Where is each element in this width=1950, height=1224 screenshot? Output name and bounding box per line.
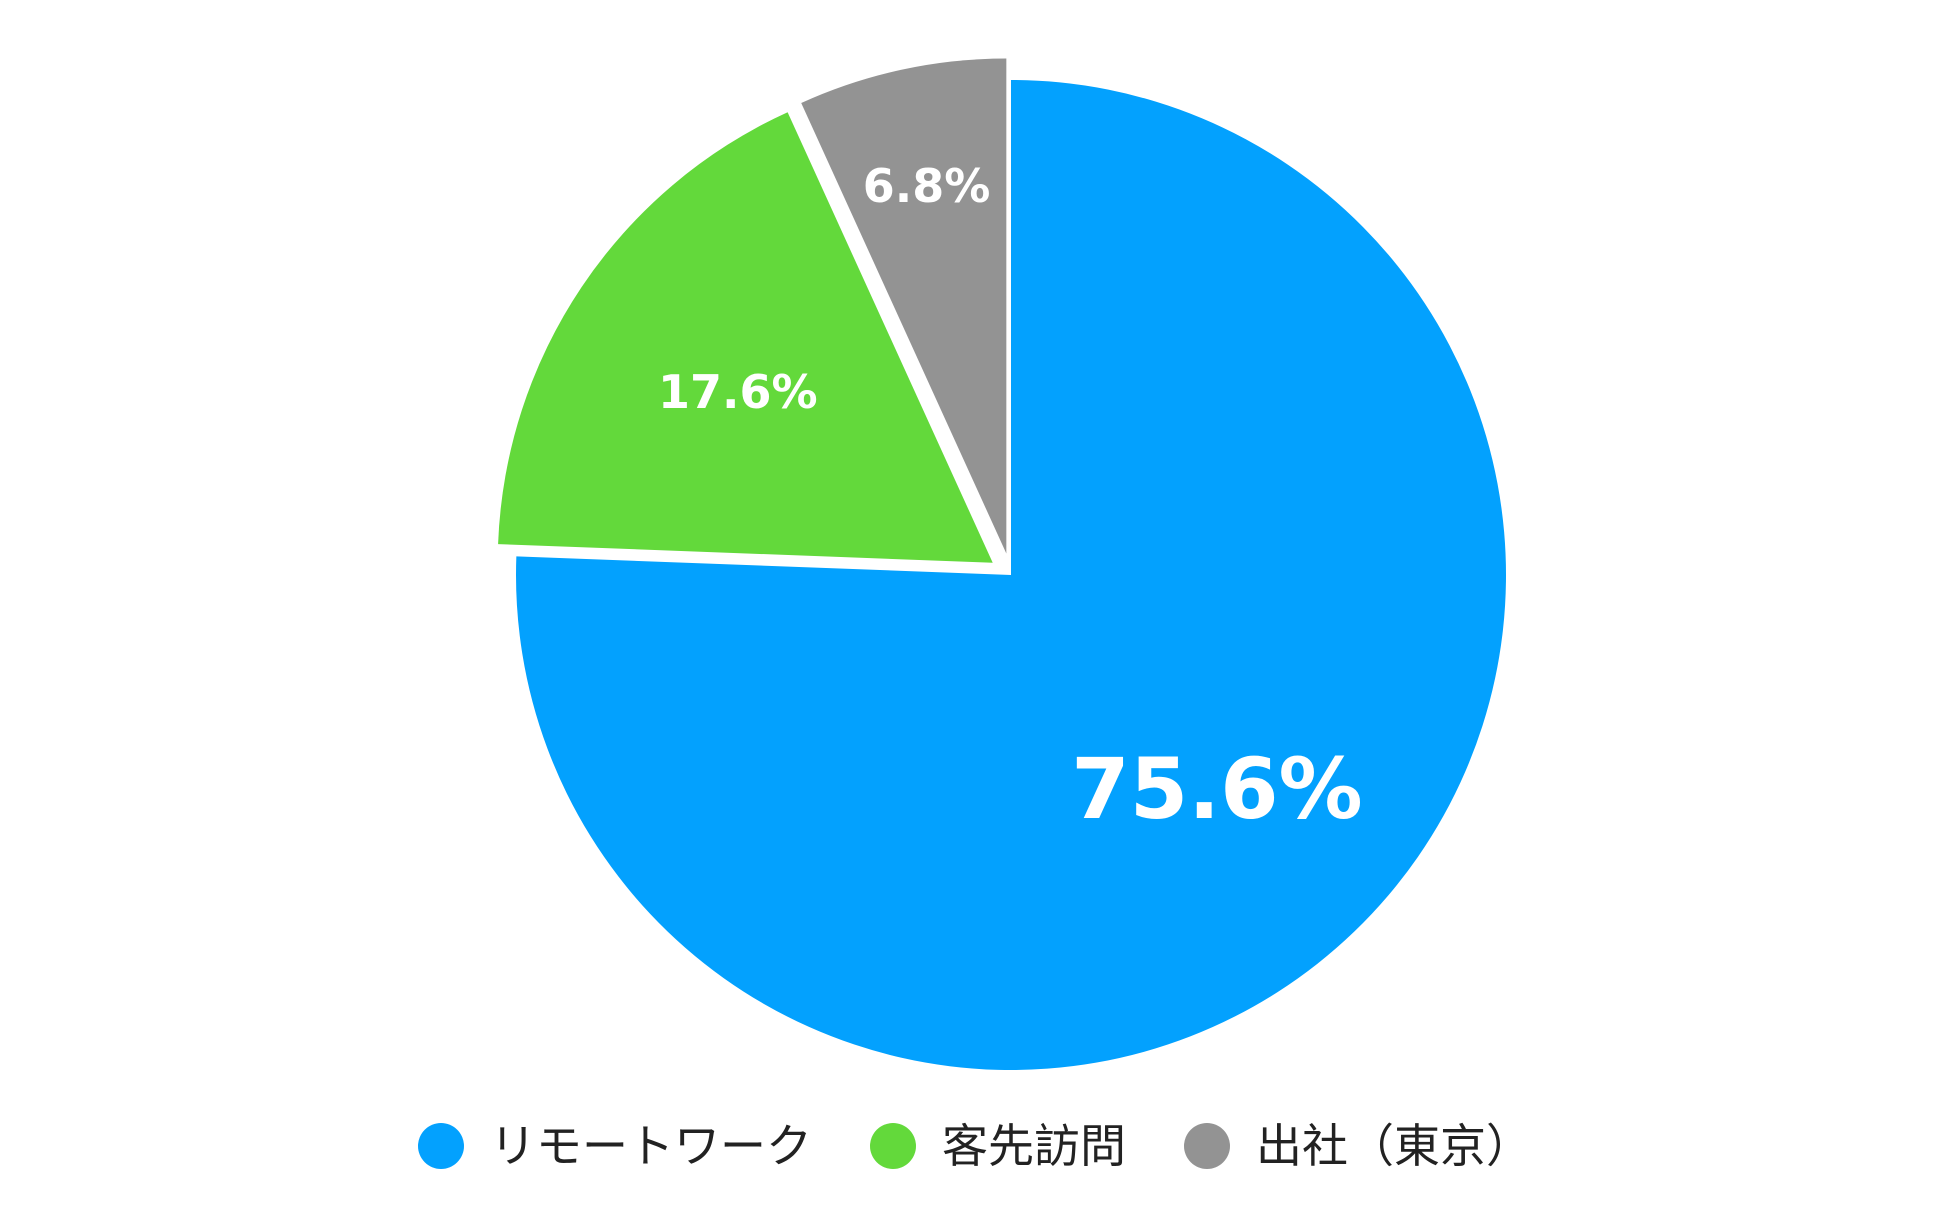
legend: リモートワーク 客先訪問 出社（東京） <box>418 1119 1532 1173</box>
legend-marker-2 <box>870 1123 916 1169</box>
slice-labels-layer: 75.6% 17.6% 6.8% <box>658 159 1363 838</box>
legend-marker-1 <box>418 1123 464 1169</box>
legend-marker-3 <box>1184 1123 1230 1169</box>
slice-value-label-2: 17.6% <box>658 365 818 419</box>
legend-label-1: リモートワーク <box>490 1119 812 1173</box>
slices-layer <box>498 58 1507 1071</box>
pie-slice-2 <box>498 112 993 563</box>
legend-label-3: 出社（東京） <box>1256 1119 1532 1173</box>
pie-slice-1 <box>516 80 1507 1071</box>
slice-value-label-1: 75.6% <box>1071 740 1362 838</box>
legend-label-2: 客先訪問 <box>942 1119 1126 1173</box>
slice-value-label-3: 6.8% <box>863 159 991 213</box>
pie-slice-3 <box>801 58 1007 554</box>
